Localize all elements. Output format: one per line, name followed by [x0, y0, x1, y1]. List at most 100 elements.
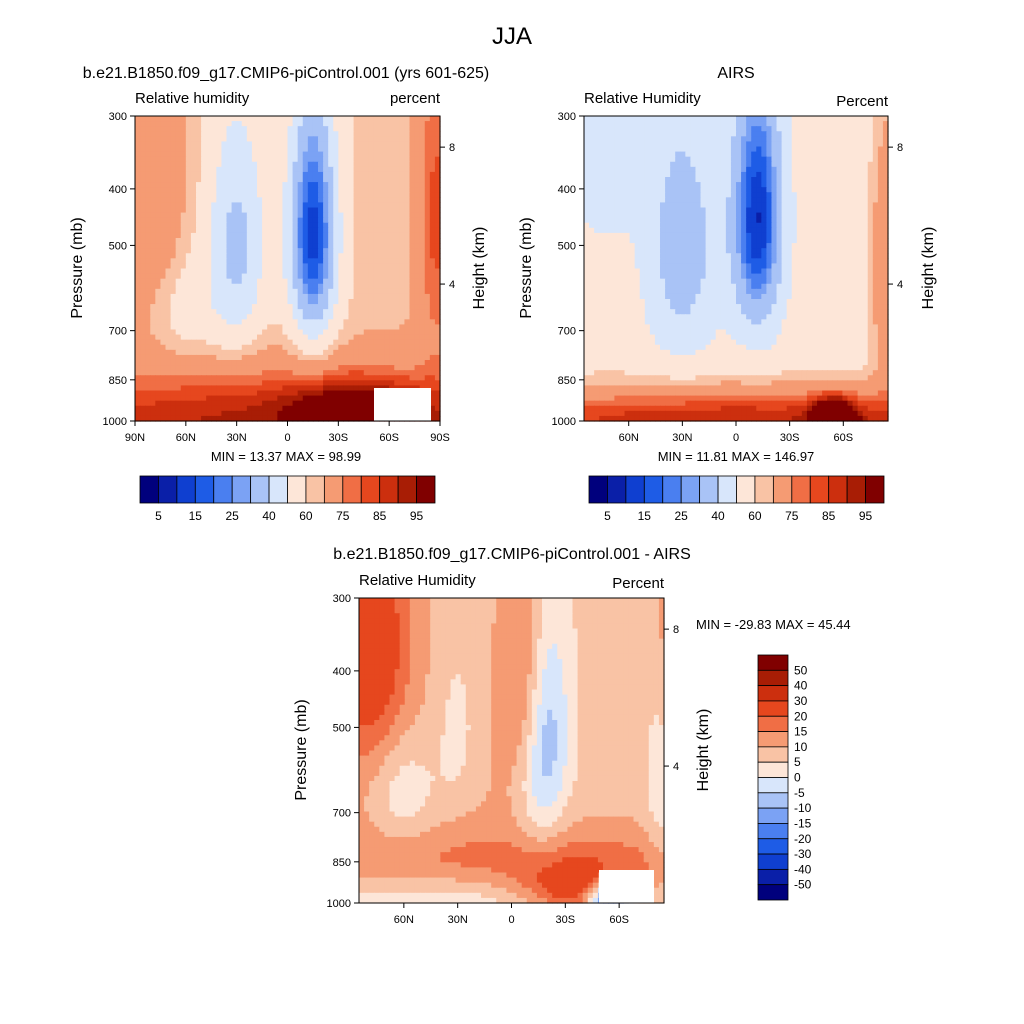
- field-cell: [145, 405, 151, 412]
- field-cell: [736, 202, 742, 209]
- field-cell: [307, 212, 314, 219]
- field-cell: [654, 161, 661, 168]
- colorbar-label: 40: [262, 509, 276, 523]
- field-cell: [394, 349, 400, 356]
- field-cell: [251, 268, 258, 275]
- field-cell: [842, 141, 849, 148]
- field-cell: [272, 400, 278, 407]
- field-cell: [297, 217, 304, 224]
- field-cell: [277, 171, 284, 178]
- field-cell: [680, 141, 686, 148]
- field-cell: [297, 354, 304, 361]
- field-cell: [419, 354, 426, 361]
- field-cell: [312, 217, 319, 224]
- field-cell: [140, 116, 146, 122]
- field-cell: [323, 354, 329, 361]
- field-cell: [302, 263, 309, 270]
- field-cell: [190, 141, 197, 148]
- field-cell: [175, 238, 182, 244]
- field-cell: [282, 339, 289, 346]
- field-cell: [145, 146, 151, 153]
- field-cell: [379, 375, 385, 381]
- field-cell: [644, 202, 651, 209]
- field-cell: [165, 415, 172, 422]
- field-cell: [251, 283, 258, 290]
- field-cell: [604, 192, 610, 198]
- field-cell: [201, 304, 207, 310]
- field-cell: [424, 253, 431, 259]
- field-cell: [394, 121, 400, 127]
- field-cell: [761, 116, 767, 122]
- field-cell: [358, 360, 365, 366]
- field-cell: [363, 177, 370, 183]
- field-cell: [644, 166, 651, 173]
- field-cell: [272, 182, 278, 188]
- field-cell: [277, 227, 284, 234]
- field-cell: [267, 161, 273, 168]
- field-cell: [338, 146, 345, 153]
- field-cell: [589, 151, 595, 158]
- field-cell: [675, 136, 681, 143]
- field-cell: [277, 182, 284, 188]
- field-cell: [594, 182, 600, 188]
- field-cell: [695, 121, 702, 127]
- field-cell: [338, 212, 345, 219]
- field-cell: [409, 151, 416, 158]
- field-cell: [241, 212, 248, 219]
- colorbar-swatch: [231, 475, 252, 504]
- field-cell: [343, 268, 350, 275]
- field-cell: [741, 217, 747, 224]
- field-cell: [801, 131, 808, 137]
- field-cell: [175, 288, 182, 295]
- field-cell: [165, 329, 172, 336]
- field-cell: [236, 238, 243, 244]
- field-cell: [751, 121, 757, 127]
- field-cell: [328, 126, 334, 132]
- field-cell: [872, 166, 879, 173]
- field-cell: [145, 319, 151, 326]
- field-cell: [604, 227, 610, 234]
- field-cell: [725, 161, 732, 168]
- field-cell: [236, 380, 243, 387]
- field-cell: [221, 415, 228, 422]
- field-cell: [409, 268, 416, 275]
- field-cell: [241, 405, 248, 412]
- field-cell: [363, 151, 370, 158]
- field-cell: [812, 182, 818, 188]
- field-cell: [867, 187, 874, 193]
- field-cell: [384, 202, 390, 209]
- field-cell: [231, 283, 238, 290]
- field-cell: [434, 156, 441, 163]
- field-cell: [670, 217, 676, 224]
- field-cell: [160, 278, 167, 285]
- field-cell: [241, 222, 248, 229]
- field-cell: [262, 370, 268, 376]
- field-cell: [155, 141, 162, 148]
- field-cell: [185, 385, 192, 392]
- field-cell: [761, 217, 767, 224]
- field-cell: [796, 126, 803, 132]
- field-cell: [373, 380, 380, 387]
- field-cell: [160, 126, 167, 132]
- field-cell: [654, 222, 661, 229]
- field-cell: [746, 141, 752, 148]
- field-cell: [801, 192, 808, 198]
- field-cell: [318, 405, 324, 412]
- field-cell: [292, 116, 299, 122]
- field-cell: [231, 217, 238, 224]
- field-cell: [399, 166, 406, 173]
- field-cell: [710, 197, 717, 204]
- field-cell: [756, 171, 762, 178]
- field-cell: [160, 400, 167, 407]
- field-cell: [660, 182, 666, 188]
- field-cell: [399, 253, 406, 259]
- field-cell: [135, 227, 141, 234]
- field-cell: [155, 116, 162, 122]
- field-cell: [262, 166, 268, 173]
- field-cell: [272, 375, 278, 381]
- colorbar-label: 5: [155, 509, 162, 523]
- field-cell: [877, 166, 884, 173]
- field-cell: [282, 212, 289, 219]
- field-cell: [358, 365, 365, 371]
- field-cell: [292, 344, 299, 351]
